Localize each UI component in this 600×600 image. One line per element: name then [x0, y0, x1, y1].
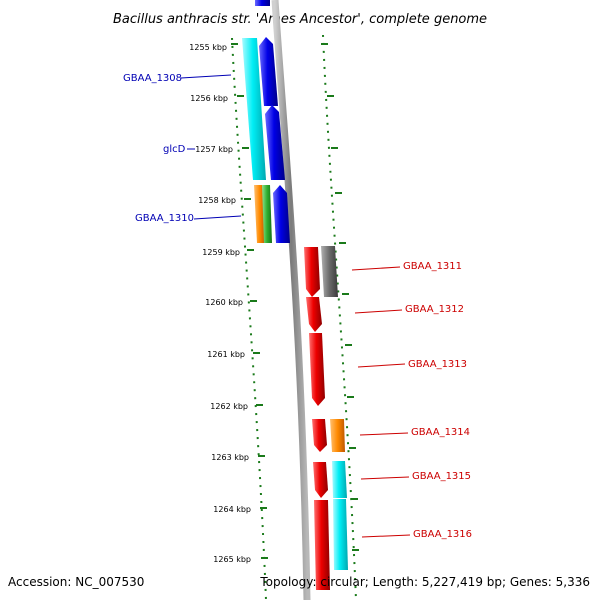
tick-label: 1261 kbp	[207, 350, 245, 359]
gene-arrow-red[interactable]	[306, 297, 322, 332]
gene-label-gbaa-1313[interactable]: GBAA_1313	[408, 359, 467, 370]
tick-label: 1256 kbp	[190, 94, 228, 103]
gene-label-gbaa-1311[interactable]: GBAA_1311	[403, 261, 462, 272]
tick-label: 1263 kbp	[211, 453, 249, 462]
gene-arrow-cyan[interactable]	[332, 461, 347, 498]
forward-labels: GBAA_1308 glcD GBAA_1310	[123, 73, 242, 224]
gene-label-gbaa-1316[interactable]: GBAA_1316	[413, 529, 472, 540]
tick-marks-left	[231, 43, 268, 559]
forward-genes	[242, 0, 290, 243]
tick-labels: 1255 kbp 1256 kbp 1257 kbp 1258 kbp 1259…	[189, 43, 251, 564]
tick-marks-right	[321, 43, 359, 551]
gene-label-gbaa-1308[interactable]: GBAA_1308	[123, 73, 182, 84]
gene-arrow-gray[interactable]	[321, 246, 338, 297]
tick-label: 1262 kbp	[210, 402, 248, 411]
genome-backbone	[271, 0, 311, 600]
reverse-genes	[304, 246, 348, 590]
gene-arrow-red[interactable]	[313, 462, 328, 498]
gene-arrow-blue[interactable]	[273, 185, 290, 243]
gene-arrow-orange[interactable]	[254, 185, 265, 243]
gene-label-gbaa-1310[interactable]: GBAA_1310	[135, 213, 194, 224]
gene-arrow-blue[interactable]	[255, 0, 270, 6]
gene-label-gbaa-1314[interactable]: GBAA_1314	[411, 427, 470, 438]
gene-arrow-red[interactable]	[309, 333, 325, 406]
gene-arrow-red[interactable]	[314, 500, 330, 590]
gene-arrow-cyan[interactable]	[242, 38, 266, 180]
tick-label: 1259 kbp	[202, 248, 240, 257]
reverse-labels: GBAA_1311 GBAA_1312 GBAA_1313 GBAA_1314 …	[351, 261, 472, 540]
gene-arrow-cyan[interactable]	[333, 499, 348, 570]
tick-label: 1264 kbp	[213, 505, 251, 514]
gene-arrow-red[interactable]	[304, 247, 320, 297]
gene-arrow-red[interactable]	[312, 419, 327, 452]
gene-label-gbaa-1312[interactable]: GBAA_1312	[405, 304, 464, 315]
gene-arrow-orange[interactable]	[330, 419, 345, 452]
gene-arrow-green[interactable]	[262, 185, 272, 243]
gene-label-gbaa-1315[interactable]: GBAA_1315	[412, 471, 471, 482]
gene-arrow-blue[interactable]	[265, 105, 285, 180]
gene-arrow-blue[interactable]	[259, 37, 278, 106]
tick-label: 1258 kbp	[198, 196, 236, 205]
tick-label: 1257 kbp	[195, 145, 233, 154]
tick-label: 1255 kbp	[189, 43, 227, 52]
tick-label: 1265 kbp	[213, 555, 251, 564]
accession-text: Accession: NC_007530	[8, 575, 144, 589]
topology-text: Topology: circular; Length: 5,227,419 bp…	[259, 575, 590, 589]
tick-label: 1260 kbp	[205, 298, 243, 307]
map-title: Bacillus anthracis str. 'Ames Ancestor',…	[113, 12, 487, 27]
gene-label-glcd[interactable]: glcD	[163, 144, 186, 155]
